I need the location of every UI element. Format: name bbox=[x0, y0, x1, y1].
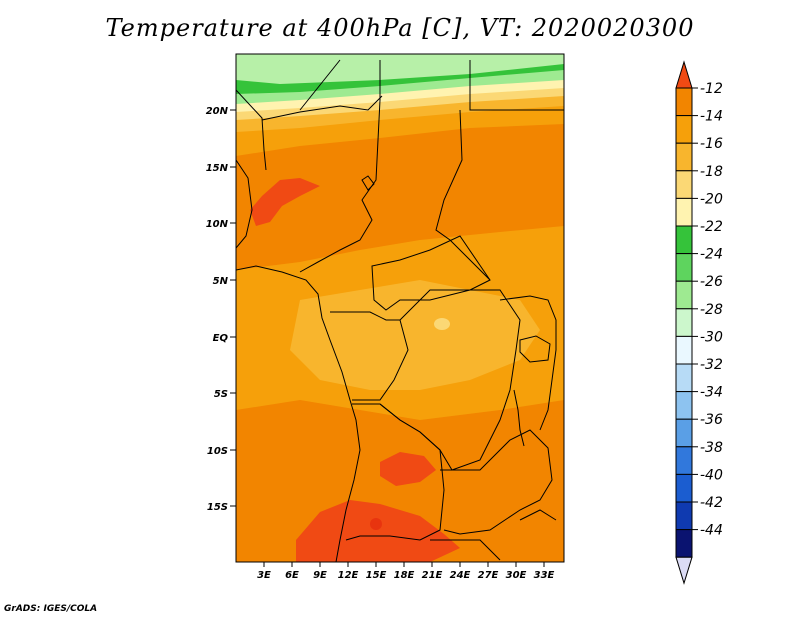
lon-label: 33E bbox=[534, 570, 555, 581]
lon-axis: 3E 6E 9E 12E 15E 18E 21E 24E 27E 30E 33E bbox=[257, 562, 555, 581]
colorbar-label: -22 bbox=[700, 219, 723, 235]
lat-label: 10N bbox=[206, 219, 229, 230]
colorbar-swatch bbox=[675, 170, 693, 199]
blob-hot-south-2 bbox=[296, 500, 460, 562]
colorbar-swatch bbox=[675, 197, 693, 227]
border-east bbox=[299, 59, 564, 431]
border-chad-sudan bbox=[435, 109, 491, 281]
lon-label: 24E bbox=[450, 570, 471, 581]
border-south bbox=[430, 509, 557, 561]
colorbar-label: -30 bbox=[700, 329, 723, 345]
colorbar-swatch bbox=[675, 391, 693, 420]
colorbar-label: -24 bbox=[700, 247, 723, 263]
lon-label: 21E bbox=[422, 570, 443, 581]
spot-hottest bbox=[370, 518, 382, 530]
colorbar-swatch bbox=[675, 253, 693, 282]
region-central-light bbox=[290, 280, 540, 390]
map-frame bbox=[235, 53, 565, 563]
colorbar-swatch bbox=[675, 87, 693, 117]
colorbar-label: -26 bbox=[700, 274, 723, 290]
lat-label: 20N bbox=[206, 106, 229, 117]
lat-label: 15N bbox=[206, 163, 229, 174]
spot-pale bbox=[434, 318, 450, 330]
colorbar-swatch bbox=[675, 280, 693, 310]
lat-label: 5N bbox=[213, 276, 229, 287]
lake-chad bbox=[361, 175, 375, 191]
lat-axis: 20N 15N 10N 5N EQ 5S 10S 15S bbox=[206, 106, 236, 513]
border-congo bbox=[330, 311, 409, 401]
country-boundaries bbox=[236, 59, 564, 562]
border-zambia bbox=[440, 429, 553, 535]
colorbar-bottom-arrow bbox=[675, 556, 693, 585]
temperature-field bbox=[236, 54, 564, 562]
colorbar-label: -20 bbox=[700, 191, 723, 207]
lon-label: 9E bbox=[313, 570, 327, 581]
colorbar-label: -12 bbox=[700, 81, 723, 97]
lake-victoria bbox=[519, 335, 551, 363]
colorbar-label: -18 bbox=[700, 164, 723, 180]
colorbar-label: -40 bbox=[700, 467, 723, 483]
lon-label: 27E bbox=[478, 570, 499, 581]
colorbar-label: -36 bbox=[700, 412, 723, 428]
colorbar-swatch bbox=[675, 335, 693, 365]
colorbar-label: -44 bbox=[700, 523, 723, 539]
lat-label: 15S bbox=[207, 502, 228, 513]
colorbar: -12 -14 -16 -18 -20 -22 -24 -26 -28 -30 -32 -34 -36 -… bbox=[675, 60, 723, 585]
colorbar-swatch bbox=[675, 115, 693, 144]
lake-tanganyika bbox=[513, 389, 525, 447]
lat-label: 10S bbox=[207, 446, 228, 457]
colorbar-label: -14 bbox=[700, 109, 723, 125]
colorbar-swatch bbox=[675, 142, 693, 172]
blob-hot-north bbox=[250, 178, 320, 226]
border-angola bbox=[345, 403, 445, 541]
colorbar-swatch bbox=[675, 363, 693, 393]
lon-label: 3E bbox=[257, 570, 271, 581]
colorbar-swatch bbox=[675, 529, 693, 558]
colorbar-swatch bbox=[675, 418, 693, 448]
lat-label: 5S bbox=[214, 389, 228, 400]
lon-label: 18E bbox=[394, 570, 415, 581]
colorbar-swatch bbox=[675, 308, 693, 337]
colorbar-swatch bbox=[675, 225, 693, 255]
colorbar-top-arrow bbox=[675, 60, 693, 89]
blob-hot-south-1 bbox=[380, 452, 436, 486]
lon-label: 30E bbox=[506, 570, 527, 581]
border-niger-nigeria bbox=[261, 95, 383, 121]
colorbar-label: -32 bbox=[700, 357, 723, 373]
colorbar-label: -38 bbox=[700, 440, 723, 456]
colorbar-swatch bbox=[675, 446, 693, 475]
colorbar-swatch bbox=[675, 473, 693, 503]
lon-label: 15E bbox=[366, 570, 387, 581]
coastline-gulf bbox=[236, 265, 361, 562]
grads-credit: GrADS: IGES/COLA bbox=[4, 604, 98, 614]
lon-label: 6E bbox=[285, 570, 299, 581]
colorbar-label: -28 bbox=[700, 302, 723, 318]
colorbar-label: -16 bbox=[700, 136, 723, 152]
coastline-west bbox=[236, 159, 253, 249]
colorbar-label: -34 bbox=[700, 385, 723, 401]
lat-label: EQ bbox=[213, 333, 229, 344]
band-mid bbox=[236, 106, 564, 156]
lon-label: 12E bbox=[338, 570, 359, 581]
colorbar-swatch bbox=[675, 501, 693, 531]
colorbar-label: -42 bbox=[700, 495, 723, 511]
map-title: Temperature at 400hPa [C], VT: 202002030… bbox=[105, 14, 695, 42]
